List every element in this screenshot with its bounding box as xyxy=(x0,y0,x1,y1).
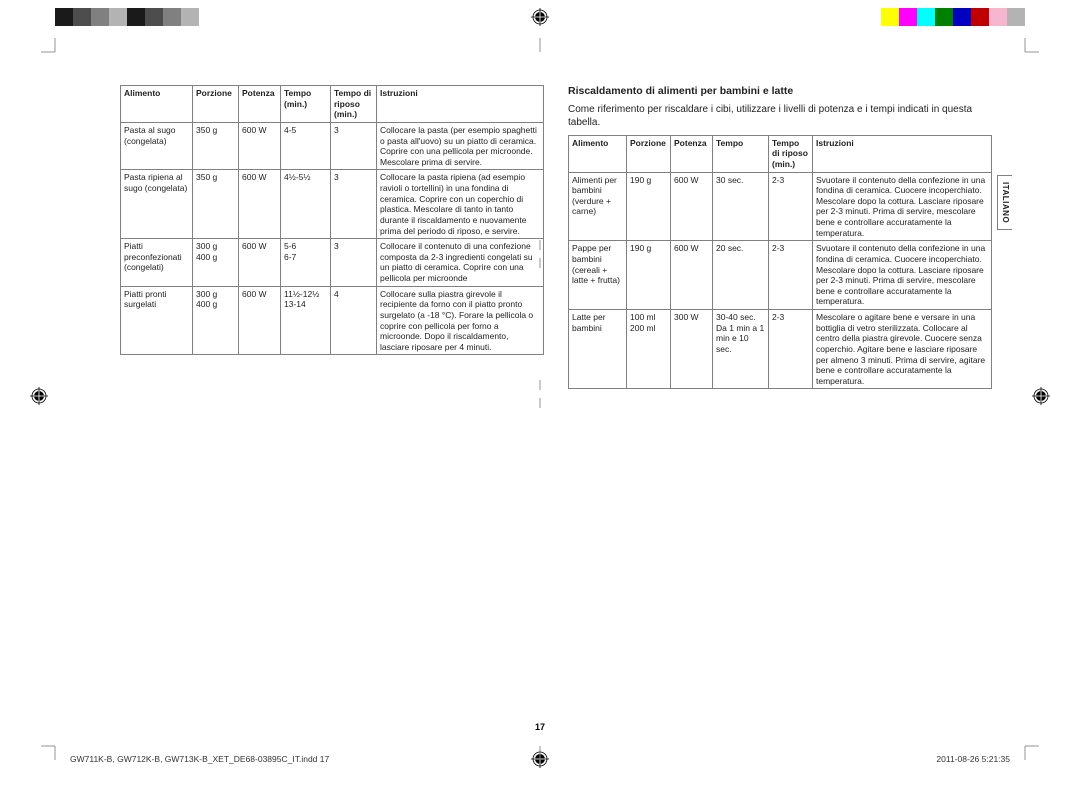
footer-filename: GW711K-B, GW712K-B, GW713K-B_XET_DE68-03… xyxy=(70,754,329,764)
column-header: Tempo di riposo (min.) xyxy=(769,135,813,172)
table-cell: 30-40 sec. Da 1 min a 1 min e 10 sec. xyxy=(713,310,769,389)
table-cell: 600 W xyxy=(239,286,281,355)
baby-food-table: AlimentoPorzionePotenzaTempoTempo di rip… xyxy=(568,135,992,390)
table-cell: 4-5 xyxy=(281,122,331,170)
table-cell: Pasta al sugo (congelata) xyxy=(121,122,193,170)
page-root: AlimentoPorzionePotenzaTempo (min.)Tempo… xyxy=(0,0,1080,792)
table-row: Latte per bambini100 ml 200 ml300 W30-40… xyxy=(569,310,992,389)
column-header: Tempo (min.) xyxy=(281,86,331,123)
table-cell: 190 g xyxy=(627,172,671,241)
table-cell: Svuotare il contenuto della confezione i… xyxy=(813,241,992,310)
table-cell: 30 sec. xyxy=(713,172,769,241)
table-cell: Svuotare il contenuto della confezione i… xyxy=(813,172,992,241)
table-cell: 600 W xyxy=(671,241,713,310)
table-cell: Collocare sulla piastra girevole il reci… xyxy=(377,286,544,355)
left-column: AlimentoPorzionePotenzaTempo (min.)Tempo… xyxy=(120,85,544,712)
table-cell: 300 g 400 g xyxy=(193,286,239,355)
table-row: Pappe per bambini (cereali + latte + fru… xyxy=(569,241,992,310)
language-tab: ITALIANO xyxy=(997,175,1012,230)
reheating-table: AlimentoPorzionePotenzaTempo (min.)Tempo… xyxy=(120,85,544,355)
table-cell: 300 g 400 g xyxy=(193,239,239,287)
registration-mark-top xyxy=(531,8,549,26)
table-cell: 2-3 xyxy=(769,310,813,389)
table-cell: 2-3 xyxy=(769,241,813,310)
table-cell: 2-3 xyxy=(769,172,813,241)
column-header: Potenza xyxy=(239,86,281,123)
table-cell: 5-6 6-7 xyxy=(281,239,331,287)
table-row: Piatti pronti surgelati300 g 400 g600 W1… xyxy=(121,286,544,355)
table-cell: 4 xyxy=(331,286,377,355)
right-heading: Riscaldamento di alimenti per bambini e … xyxy=(568,85,992,99)
column-header: Porzione xyxy=(193,86,239,123)
table-cell: 190 g xyxy=(627,241,671,310)
table-cell: 100 ml 200 ml xyxy=(627,310,671,389)
table-cell: 600 W xyxy=(239,170,281,239)
table-row: Alimenti per bambini (verdure + carne)19… xyxy=(569,172,992,241)
footer-timestamp: 2011-08-26 5:21:35 xyxy=(936,754,1010,764)
table-row: Pasta ripiena al sugo (congelata)350 g60… xyxy=(121,170,544,239)
table-cell: Mescolare o agitare bene e versare in un… xyxy=(813,310,992,389)
table-cell: Piatti preconfezionati (congelati) xyxy=(121,239,193,287)
registration-mark-left xyxy=(30,387,48,405)
column-header: Tempo xyxy=(713,135,769,172)
page-number: 17 xyxy=(535,722,545,732)
table-cell: 3 xyxy=(331,239,377,287)
column-header: Alimento xyxy=(569,135,627,172)
table-cell: 600 W xyxy=(239,239,281,287)
table-cell: Collocare la pasta ripiena (ad esempio r… xyxy=(377,170,544,239)
table-cell: 4½-5½ xyxy=(281,170,331,239)
table-cell: 300 W xyxy=(671,310,713,389)
table-cell: 20 sec. xyxy=(713,241,769,310)
table-cell: Pappe per bambini (cereali + latte + fru… xyxy=(569,241,627,310)
table-cell: Collocare la pasta (per esempio spaghett… xyxy=(377,122,544,170)
column-header: Potenza xyxy=(671,135,713,172)
column-header: Istruzioni xyxy=(377,86,544,123)
footer: GW711K-B, GW712K-B, GW713K-B_XET_DE68-03… xyxy=(70,754,1010,764)
table-cell: Latte per bambini xyxy=(569,310,627,389)
table-cell: Alimenti per bambini (verdure + carne) xyxy=(569,172,627,241)
table-cell: 350 g xyxy=(193,170,239,239)
content-area: AlimentoPorzionePotenzaTempo (min.)Tempo… xyxy=(120,85,1010,712)
right-column: Riscaldamento di alimenti per bambini e … xyxy=(568,85,1010,712)
table-cell: Collocare il contenuto di una confezione… xyxy=(377,239,544,287)
table-cell: Pasta ripiena al sugo (congelata) xyxy=(121,170,193,239)
column-header: Alimento xyxy=(121,86,193,123)
table-cell: 350 g xyxy=(193,122,239,170)
table-row: Pasta al sugo (congelata)350 g600 W4-53C… xyxy=(121,122,544,170)
table-cell: 600 W xyxy=(671,172,713,241)
table-cell: 600 W xyxy=(239,122,281,170)
column-header: Porzione xyxy=(627,135,671,172)
color-bar-left xyxy=(55,8,199,26)
table-cell: Piatti pronti surgelati xyxy=(121,286,193,355)
column-header: Istruzioni xyxy=(813,135,992,172)
table-cell: 3 xyxy=(331,170,377,239)
table-cell: 11½-12½ 13-14 xyxy=(281,286,331,355)
right-intro: Come riferimento per riscaldare i cibi, … xyxy=(568,103,992,129)
table-cell: 3 xyxy=(331,122,377,170)
color-bar-right xyxy=(881,8,1025,26)
column-header: Tempo di riposo (min.) xyxy=(331,86,377,123)
table-row: Piatti preconfezionati (congelati)300 g … xyxy=(121,239,544,287)
registration-mark-right xyxy=(1032,387,1050,405)
